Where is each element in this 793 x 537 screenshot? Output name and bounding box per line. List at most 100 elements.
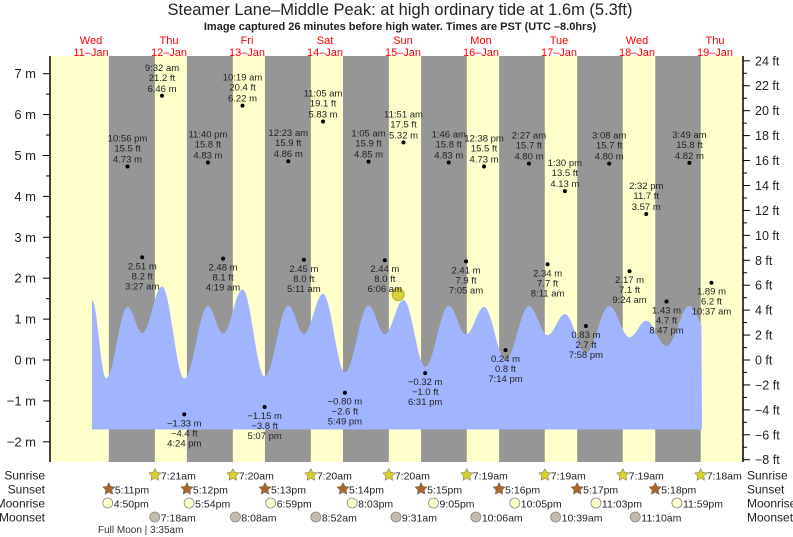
extreme-time: 3:49 am xyxy=(672,130,706,141)
extreme-ft: 8.0 ft xyxy=(293,274,314,285)
sunset-icon xyxy=(648,481,662,495)
extreme-m: 6.46 m xyxy=(147,84,176,95)
right-tick-label: 4 ft xyxy=(755,304,773,318)
extreme-time: 1:05 am xyxy=(351,129,385,140)
extreme-m: 0.24 m xyxy=(491,354,520,365)
extreme-dot xyxy=(221,256,226,261)
extreme-dot xyxy=(301,257,306,262)
extreme-m: 4.83 m xyxy=(193,150,222,161)
extreme-ft: 8.0 ft xyxy=(374,274,395,285)
extreme-ft: 13.5 ft xyxy=(552,168,579,179)
extreme-ft: 15.8 ft xyxy=(436,139,463,150)
right-tick-label: 12 ft xyxy=(755,204,780,218)
moonrise-time: 6:59pm xyxy=(277,499,312,511)
tide-curve xyxy=(92,286,702,430)
extreme-dot xyxy=(687,160,692,165)
moonset-time: 8:52am xyxy=(322,513,357,525)
left-tick-label: −1 m xyxy=(7,393,36,408)
day-name: Tue xyxy=(550,35,569,47)
extreme-ft: 15.7 ft xyxy=(596,141,623,152)
extreme-m: −0.32 m xyxy=(408,377,443,388)
extreme-ft: −4.4 ft xyxy=(171,428,198,439)
right-tick-label: 22 ft xyxy=(755,79,780,93)
left-tick-label: 2 m xyxy=(14,271,36,286)
sunset-time: 5:15pm xyxy=(427,485,462,497)
extreme-dot xyxy=(159,93,164,98)
extreme-time: 3:27 am xyxy=(125,281,159,292)
extreme-ft: 8.2 ft xyxy=(132,271,153,282)
extreme-ft: 15.7 ft xyxy=(516,141,543,152)
extreme-time: 8:11 am xyxy=(531,288,565,299)
extreme-time: 5:11 am xyxy=(287,284,321,295)
extreme-dot xyxy=(709,280,714,285)
sunset-row-label: Sunset xyxy=(8,483,46,497)
extreme-dot xyxy=(140,255,145,260)
extreme-m: −0.80 m xyxy=(328,397,363,408)
sunrise-icon xyxy=(460,467,474,481)
extreme-time: 11:05 am xyxy=(304,89,343,100)
extreme-dot xyxy=(503,348,508,353)
extreme-ft: 15.5 ft xyxy=(471,144,498,155)
day-name: Sat xyxy=(317,35,334,47)
extreme-ft: 7.9 ft xyxy=(455,275,476,286)
right-tick-label: −2 ft xyxy=(755,378,780,392)
extreme-m: 2.45 m xyxy=(289,264,318,275)
extreme-dot xyxy=(262,405,267,410)
extreme-dot xyxy=(240,103,245,108)
left-tick-label: 1 m xyxy=(14,312,36,327)
moonrise-row-label-right: Moonrise xyxy=(747,497,793,511)
extreme-time: 11:51 am xyxy=(384,109,423,120)
extreme-time: 12:38 pm xyxy=(464,134,504,145)
moonset-icon xyxy=(149,511,161,523)
extreme-ft: 2.7 ft xyxy=(575,340,596,351)
extreme-m: −1.33 m xyxy=(167,418,202,429)
moonrise-time: 4:50pm xyxy=(114,499,149,511)
sunset-icon xyxy=(180,481,194,495)
left-tick-label: 6 m xyxy=(14,107,36,122)
day-name: Mon xyxy=(470,35,491,47)
extreme-m: 4.82 m xyxy=(675,151,704,162)
extreme-dot xyxy=(205,160,210,165)
extreme-ft: 7.7 ft xyxy=(537,278,558,289)
right-tick-label: 18 ft xyxy=(755,129,780,143)
extreme-ft: 19.1 ft xyxy=(310,99,337,110)
day-name: Sun xyxy=(393,35,413,47)
extreme-ft: 15.8 ft xyxy=(195,139,222,150)
extreme-ft: 17.5 ft xyxy=(390,119,417,130)
day-name: Wed xyxy=(626,35,648,47)
extreme-time: 12:23 am xyxy=(268,128,308,139)
moonset-time: 7:18am xyxy=(161,513,196,525)
extreme-m: 2.17 m xyxy=(615,275,644,286)
left-tick-label: 0 m xyxy=(14,353,36,368)
moonrise-icon xyxy=(428,497,439,509)
extreme-m: 5.32 m xyxy=(389,130,418,141)
extreme-m: 6.22 m xyxy=(228,94,257,105)
left-tick-label: 4 m xyxy=(14,189,36,204)
extreme-m: 3.57 m xyxy=(632,202,661,213)
sunrise-time: 7:20am xyxy=(317,471,352,483)
sunrise-time: 7:19am xyxy=(551,471,586,483)
sunset-time: 5:12pm xyxy=(193,485,228,497)
right-tick-label: −8 ft xyxy=(755,453,780,467)
sunset-icon xyxy=(492,481,506,495)
extreme-ft: 7.1 ft xyxy=(619,285,640,296)
moonset-time: 8:08am xyxy=(241,513,276,525)
extreme-m: 1.89 m xyxy=(697,287,726,298)
axes: 7 m 6 m 5 m 4 m 3 m 2 m 1 m 0 m −1 m −2 m 24 ft 22 … xyxy=(7,54,780,467)
left-tick-label: 5 m xyxy=(14,148,36,163)
sunrise-time: 7:20am xyxy=(239,471,274,483)
moonrise-time: 11:03pm xyxy=(602,499,642,511)
extreme-time: 3:08 am xyxy=(592,131,626,142)
moonset-icon xyxy=(310,511,322,523)
sunset-time: 5:18pm xyxy=(661,485,696,497)
right-tick-label: 2 ft xyxy=(755,329,773,343)
extreme-ft: 15.8 ft xyxy=(676,140,703,151)
extreme-dot xyxy=(423,371,428,376)
right-tick-label: 14 ft xyxy=(755,179,780,193)
extreme-dot xyxy=(627,269,632,274)
sunset-time: 5:14pm xyxy=(349,485,384,497)
sunrise-time: 7:18am xyxy=(707,471,742,483)
extreme-ft: −1.0 ft xyxy=(412,387,439,398)
